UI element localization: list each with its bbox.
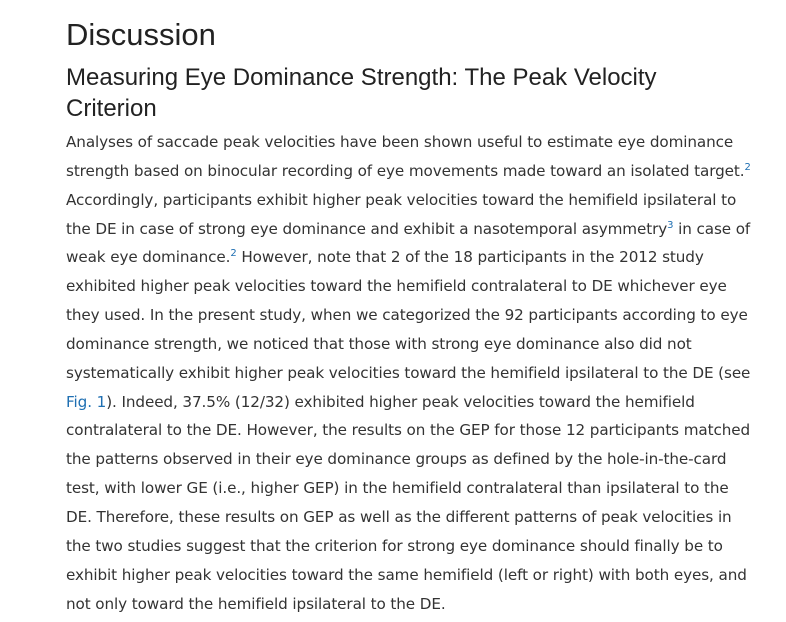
subsection-title: Measuring Eye Dominance Strength: The Pe… — [66, 64, 657, 122]
article-content: Discussion Measuring Eye Dominance Stren… — [66, 0, 756, 618]
figure-link[interactable]: Fig. 1 — [66, 392, 107, 411]
reference-link[interactable]: 3 — [667, 219, 674, 231]
paragraph-text: in case of weak eye dominance. — [66, 219, 751, 267]
reference-link[interactable]: 2 — [230, 248, 237, 260]
paragraph-text: ). Indeed, 37.5% (12/32) exhibited highe… — [66, 392, 751, 613]
paragraph-text: Analyses of saccade peak velocities have… — [66, 133, 745, 180]
section-title: Discussion — [66, 17, 216, 52]
discussion-paragraph: Analyses of saccade peak velocities have… — [66, 128, 756, 618]
paragraph-text: Accordingly, participants exhibit higher… — [66, 190, 737, 238]
paragraph-text: However, note that 2 of the 18 participa… — [66, 248, 751, 382]
reference-link[interactable]: 2 — [744, 161, 751, 173]
